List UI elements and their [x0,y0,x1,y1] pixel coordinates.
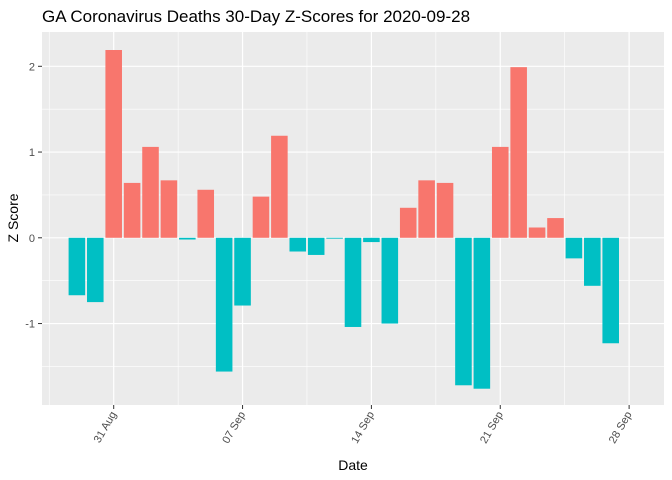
bar [179,237,196,240]
x-tick-label: 28 Sep [607,410,635,446]
y-tick-label: 0 [29,233,35,245]
bar [307,237,325,255]
x-tick-label: 21 Sep [478,410,506,446]
bar [326,237,343,239]
y-tick-label: 1 [29,147,35,159]
y-axis-title: Z Score [5,193,21,242]
chart-title: GA Coronavirus Deaths 30-Day Z-Scores fo… [42,7,470,26]
bar [123,182,141,238]
bar [234,237,251,306]
x-tick-label: 14 Sep [349,410,377,446]
y-tick-label: 2 [29,61,35,73]
bar [491,146,509,238]
bar [584,237,601,286]
x-axis-title: Date [338,457,368,473]
bar [215,237,233,372]
y-tick-label: -1 [25,319,35,331]
bar [510,67,527,238]
bar [455,237,472,386]
bar [160,180,178,238]
bar [105,50,122,238]
bar [68,237,86,296]
bar [528,227,546,238]
bar [602,237,619,344]
bar [87,237,104,303]
y-axis: -1 0 1 2 [25,61,42,331]
bar [344,237,362,327]
bars [68,50,619,389]
bar [418,180,435,238]
bar [473,237,491,389]
bar [547,218,564,238]
bar [252,196,270,238]
bar [142,146,159,238]
bar [289,237,307,252]
bar [399,207,417,238]
bar [271,135,288,238]
bar [197,189,215,238]
bar [436,182,454,238]
bar [565,237,583,259]
x-tick-label: 07 Sep [220,410,248,446]
x-axis: 31 Aug 07 Sep 14 Sep 21 Sep 28 Sep [92,405,635,446]
x-tick-label: 31 Aug [92,410,120,446]
bar [381,237,399,324]
bar [363,237,380,243]
